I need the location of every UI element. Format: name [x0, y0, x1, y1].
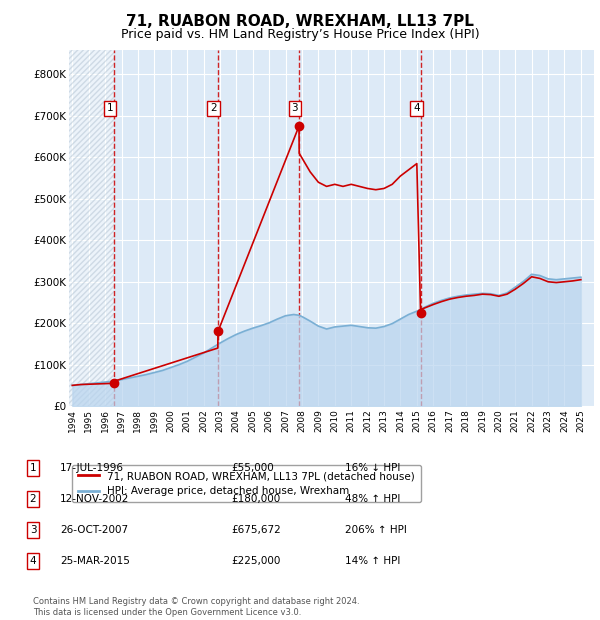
- Text: £180,000: £180,000: [231, 494, 280, 504]
- Text: Price paid vs. HM Land Registry’s House Price Index (HPI): Price paid vs. HM Land Registry’s House …: [121, 28, 479, 41]
- Text: 2: 2: [29, 494, 37, 504]
- Text: 2: 2: [211, 104, 217, 113]
- Text: £675,672: £675,672: [231, 525, 281, 535]
- Text: 71, RUABON ROAD, WREXHAM, LL13 7PL: 71, RUABON ROAD, WREXHAM, LL13 7PL: [126, 14, 474, 29]
- Text: Contains HM Land Registry data © Crown copyright and database right 2024.
This d: Contains HM Land Registry data © Crown c…: [33, 598, 359, 617]
- Text: 17-JUL-1996: 17-JUL-1996: [60, 463, 124, 473]
- Text: 16% ↓ HPI: 16% ↓ HPI: [345, 463, 400, 473]
- Text: 3: 3: [292, 104, 298, 113]
- Text: 12-NOV-2002: 12-NOV-2002: [60, 494, 130, 504]
- Text: 25-MAR-2015: 25-MAR-2015: [60, 556, 130, 566]
- Legend: 71, RUABON ROAD, WREXHAM, LL13 7PL (detached house), HPI: Average price, detache: 71, RUABON ROAD, WREXHAM, LL13 7PL (deta…: [71, 465, 421, 502]
- Text: 4: 4: [413, 104, 420, 113]
- Text: £225,000: £225,000: [231, 556, 280, 566]
- Text: £55,000: £55,000: [231, 463, 274, 473]
- Text: 48% ↑ HPI: 48% ↑ HPI: [345, 494, 400, 504]
- Text: 1: 1: [29, 463, 37, 473]
- Text: 1: 1: [107, 104, 113, 113]
- Text: 206% ↑ HPI: 206% ↑ HPI: [345, 525, 407, 535]
- Text: 14% ↑ HPI: 14% ↑ HPI: [345, 556, 400, 566]
- Text: 4: 4: [29, 556, 37, 566]
- Text: 26-OCT-2007: 26-OCT-2007: [60, 525, 128, 535]
- Text: 3: 3: [29, 525, 37, 535]
- Bar: [69, 50, 114, 406]
